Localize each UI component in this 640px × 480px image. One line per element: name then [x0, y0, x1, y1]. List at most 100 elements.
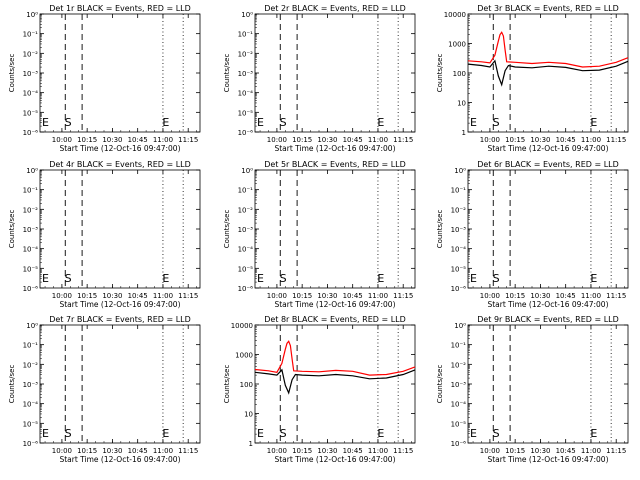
end-marker-label: E: [377, 427, 384, 440]
end-marker-label: E: [590, 272, 597, 285]
y-axis-label: Counts/sec: [8, 210, 16, 249]
edge-e-label: E: [257, 427, 264, 440]
start-marker-label: S: [280, 272, 287, 285]
plot-frame: [254, 13, 416, 133]
y-tick-label: 10⁻⁶: [451, 285, 467, 293]
x-axis-label: Start Time (12-Oct-16 09:47:00): [59, 300, 180, 309]
y-tick-label: 10⁻⁴: [238, 90, 254, 98]
x-axis-label: Start Time (12-Oct-16 09:47:00): [274, 300, 395, 309]
x-tick-label: 11:15: [393, 136, 413, 144]
y-tick-label: 10⁰: [26, 11, 38, 19]
y-tick-label: 10⁻²: [451, 206, 467, 214]
lld-series-line: [254, 340, 416, 376]
y-tick-label: 1000: [448, 41, 466, 49]
y-tick-label: 10⁰: [26, 167, 38, 175]
x-tick-label: 10:00: [52, 447, 72, 455]
y-tick-label: 10⁻⁶: [238, 129, 254, 137]
y-tick-label: 10⁻⁵: [23, 265, 39, 273]
y-tick-label: 10⁻³: [23, 226, 39, 234]
edge-e-label: E: [470, 116, 477, 129]
plot-frame: [254, 324, 416, 444]
panel-2: Det 2r BLACK = Events, RED = LLD 10⁻⁶ 10⁻⁵…: [223, 4, 416, 153]
plot-frame: [39, 169, 201, 289]
x-tick-label: 11:00: [368, 136, 388, 144]
y-tick-label: 10⁻³: [451, 226, 467, 234]
x-axis-label: Start Time (12-Oct-16 09:47:00): [274, 455, 395, 464]
panel-title: Det 7r BLACK = Events, RED = LLD: [49, 315, 191, 324]
x-tick-label: 11:15: [178, 447, 198, 455]
x-tick-label: 10:00: [267, 447, 287, 455]
x-axis-label: Start Time (12-Oct-16 09:47:00): [59, 455, 180, 464]
y-tick-label: 1000: [235, 352, 253, 360]
events-series-line: [467, 59, 629, 87]
x-tick-label: 11:00: [368, 292, 388, 300]
y-tick-label: 10000: [444, 11, 466, 19]
y-tick-label: 100: [240, 381, 253, 389]
end-marker-label: E: [162, 427, 169, 440]
y-tick-label: 10⁻¹: [238, 31, 254, 39]
x-tick-label: 10:45: [343, 447, 363, 455]
start-marker-label: S: [280, 427, 287, 440]
lld-series-line: [467, 31, 629, 68]
y-tick-label: 10⁰: [241, 167, 253, 175]
x-tick-label: 11:15: [178, 136, 198, 144]
y-tick-label: 10⁻⁴: [23, 246, 39, 254]
y-tick-label: 100: [453, 70, 466, 78]
x-tick-label: 10:30: [317, 292, 337, 300]
y-tick-label: 10⁻⁶: [23, 440, 39, 448]
x-tick-label: 10:45: [128, 136, 148, 144]
edge-e-label: E: [470, 272, 477, 285]
edge-e-label: E: [42, 116, 49, 129]
x-tick-label: 10:15: [77, 136, 97, 144]
x-tick-label: 10:30: [102, 447, 122, 455]
panel-title: Det 3r BLACK = Events, RED = LLD: [477, 4, 619, 13]
plot-frame: [467, 169, 629, 289]
y-tick-label: 10⁻⁶: [451, 440, 467, 448]
y-tick-label: 10⁻⁶: [23, 285, 39, 293]
y-tick-label: 10000: [231, 322, 253, 330]
x-tick-label: 11:00: [153, 136, 173, 144]
x-tick-label: 11:15: [606, 447, 626, 455]
x-tick-label: 11:00: [581, 447, 601, 455]
panel-title: Det 9r BLACK = Events, RED = LLD: [477, 315, 619, 324]
plot-frame: [254, 169, 416, 289]
x-tick-label: 10:30: [530, 447, 550, 455]
y-tick-label: 1: [249, 440, 253, 448]
panel-6: Det 6r BLACK = Events, RED = LLD 10⁻⁶ 10⁻⁵…: [436, 160, 629, 309]
x-tick-label: 10:15: [292, 447, 312, 455]
y-tick-label: 10⁻⁵: [238, 265, 254, 273]
panel-1: Det 1r BLACK = Events, RED = LLD 10⁻⁶ 10⁻⁵…: [8, 4, 201, 153]
x-tick-label: 11:00: [153, 292, 173, 300]
y-tick-label: 10⁰: [454, 167, 466, 175]
end-marker-label: E: [377, 272, 384, 285]
edge-e-label: E: [257, 272, 264, 285]
y-axis-label: Counts/sec: [436, 54, 444, 93]
y-axis-label: Counts/sec: [8, 365, 16, 404]
y-tick-label: 10⁻²: [238, 206, 254, 214]
y-tick-label: 10⁻⁴: [238, 246, 254, 254]
x-tick-label: 10:30: [317, 136, 337, 144]
plot-frame: [467, 324, 629, 444]
y-axis-label: Counts/sec: [223, 365, 231, 404]
y-tick-label: 10⁻¹: [451, 342, 467, 350]
y-tick-label: 1: [462, 129, 466, 137]
y-tick-label: 10⁻⁵: [451, 265, 467, 273]
y-axis-label: Counts/sec: [223, 54, 231, 93]
x-tick-label: 10:30: [102, 136, 122, 144]
end-marker-label: E: [590, 427, 597, 440]
x-tick-label: 10:00: [52, 136, 72, 144]
y-tick-label: 10⁰: [241, 11, 253, 19]
edge-e-label: E: [470, 427, 477, 440]
x-tick-label: 10:00: [52, 292, 72, 300]
x-tick-label: 11:15: [178, 292, 198, 300]
plot-frame: [467, 13, 629, 133]
start-marker-label: S: [493, 427, 500, 440]
panel-title: Det 2r BLACK = Events, RED = LLD: [264, 4, 406, 13]
start-marker-label: S: [493, 116, 500, 129]
x-tick-label: 11:15: [606, 292, 626, 300]
x-tick-label: 10:15: [505, 447, 525, 455]
panel-title: Det 1r BLACK = Events, RED = LLD: [49, 4, 191, 13]
x-tick-label: 10:30: [102, 292, 122, 300]
edge-e-label: E: [42, 272, 49, 285]
panel-7: Det 7r BLACK = Events, RED = LLD 10⁻⁶ 10⁻⁵…: [8, 315, 201, 464]
